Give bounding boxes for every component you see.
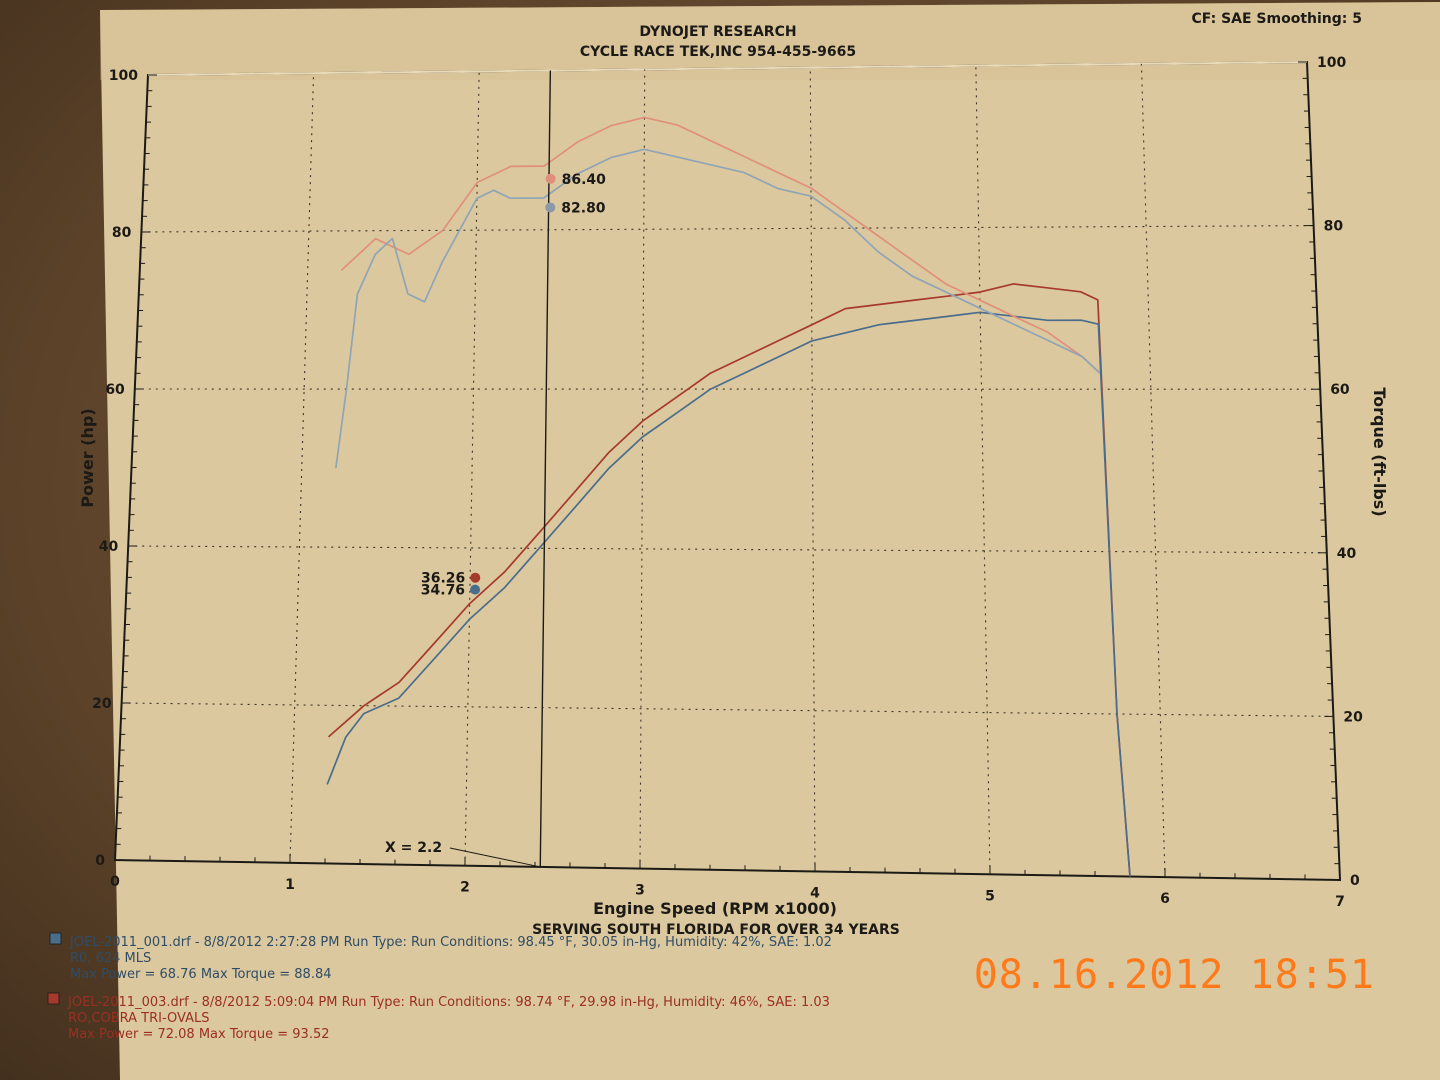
y-tick-label: 60 xyxy=(105,382,125,398)
annotation-marker xyxy=(545,173,556,184)
header-shop: CYCLE RACE TEK,INC 954-455-9665 xyxy=(580,44,856,60)
y-tick-label: 40 xyxy=(99,539,119,555)
y2-axis-label: Torque (ft-lbs) xyxy=(1370,387,1389,516)
legend-swatch-2 xyxy=(47,992,60,1005)
series-line-power-1 xyxy=(327,283,1131,877)
series-line-torque-3 xyxy=(340,116,1101,374)
y2-tick-label: 80 xyxy=(1324,219,1344,235)
y2-tick-label: 0 xyxy=(1350,873,1360,889)
annotation-marker xyxy=(470,584,481,595)
series-line-torque-4 xyxy=(334,148,1101,469)
x-tick-label: 2 xyxy=(460,880,470,896)
grid-line-v xyxy=(809,67,816,872)
y-tick-label: 80 xyxy=(112,225,132,241)
paper-sheet xyxy=(100,2,1440,1080)
frame-highlight xyxy=(147,61,1308,76)
paper-shade xyxy=(100,2,1440,80)
legend-2-line1: JOEL-2011_003.drf - 8/8/2012 5:09:04 PM … xyxy=(67,995,830,1010)
legend-1-line3: Max Power = 68.76 Max Torque = 88.84 xyxy=(70,967,332,982)
y2-tick-label: 40 xyxy=(1337,546,1357,562)
y-axis-label: Power (hp) xyxy=(78,408,97,507)
x-tick-label: 5 xyxy=(985,888,995,904)
y-tick-label: 20 xyxy=(92,696,112,712)
legend-swatch-1 xyxy=(49,932,62,945)
cursor-leader xyxy=(449,847,541,868)
header-company: DYNOJET RESEARCH xyxy=(639,24,796,40)
grid-line-v xyxy=(975,65,991,875)
legend-2-line2: RO,COBRA TRI-OVALS xyxy=(68,1011,209,1026)
x-axis-label: Engine Speed (RPM x1000) xyxy=(593,899,837,918)
y2-tick-label: 60 xyxy=(1330,382,1350,398)
x-tick-label: 0 xyxy=(110,874,120,890)
x-tick-label: 6 xyxy=(1160,891,1170,907)
grid-line-h xyxy=(121,702,1334,717)
legend-run-2: JOEL-2011_003.drf - 8/8/2012 5:09:04 PM … xyxy=(47,992,830,1042)
y2-tick-label: 100 xyxy=(1317,55,1346,71)
camera-timestamp: 08.16.2012 18:51 xyxy=(974,952,1375,998)
legend-1-line2: R0, 624 MLS xyxy=(70,951,151,966)
header-settings: CF: SAE Smoothing: 5 xyxy=(1192,11,1362,27)
x-tick-label: 3 xyxy=(635,883,645,899)
x-tick-label: 1 xyxy=(285,877,295,893)
annotation-value: 86.40 xyxy=(562,172,607,188)
x-tick-label: 4 xyxy=(810,885,820,901)
annotation-marker xyxy=(470,572,481,583)
annotation-marker xyxy=(545,202,556,213)
series-line-power-2 xyxy=(326,311,1131,877)
legend-run-1: JOEL-2011_001.drf - 8/8/2012 2:27:28 PM … xyxy=(49,932,832,982)
annotation-value: 36.26 xyxy=(421,571,465,587)
grid xyxy=(121,63,1334,878)
grid-line-v xyxy=(639,69,646,869)
grid-line-v xyxy=(289,73,315,863)
x-tick-label: 7 xyxy=(1335,894,1345,910)
y-tick-label: 0 xyxy=(95,853,105,869)
grid-line-v xyxy=(1140,63,1166,878)
cursor-label: X = 2.2 xyxy=(385,840,442,856)
series-layer xyxy=(326,116,1131,877)
y2-tick-label: 20 xyxy=(1343,709,1363,725)
footer-slogan: SERVING SOUTH FLORIDA FOR OVER 34 YEARS xyxy=(532,922,900,938)
legend-1-line1: JOEL-2011_001.drf - 8/8/2012 2:27:28 PM … xyxy=(69,935,832,950)
legend-2-line3: Max Power = 72.08 Max Torque = 93.52 xyxy=(68,1027,330,1042)
annotation-value: 34.76 xyxy=(421,583,465,599)
annotation-value: 82.80 xyxy=(561,200,606,216)
y-tick-label: 100 xyxy=(109,68,138,84)
